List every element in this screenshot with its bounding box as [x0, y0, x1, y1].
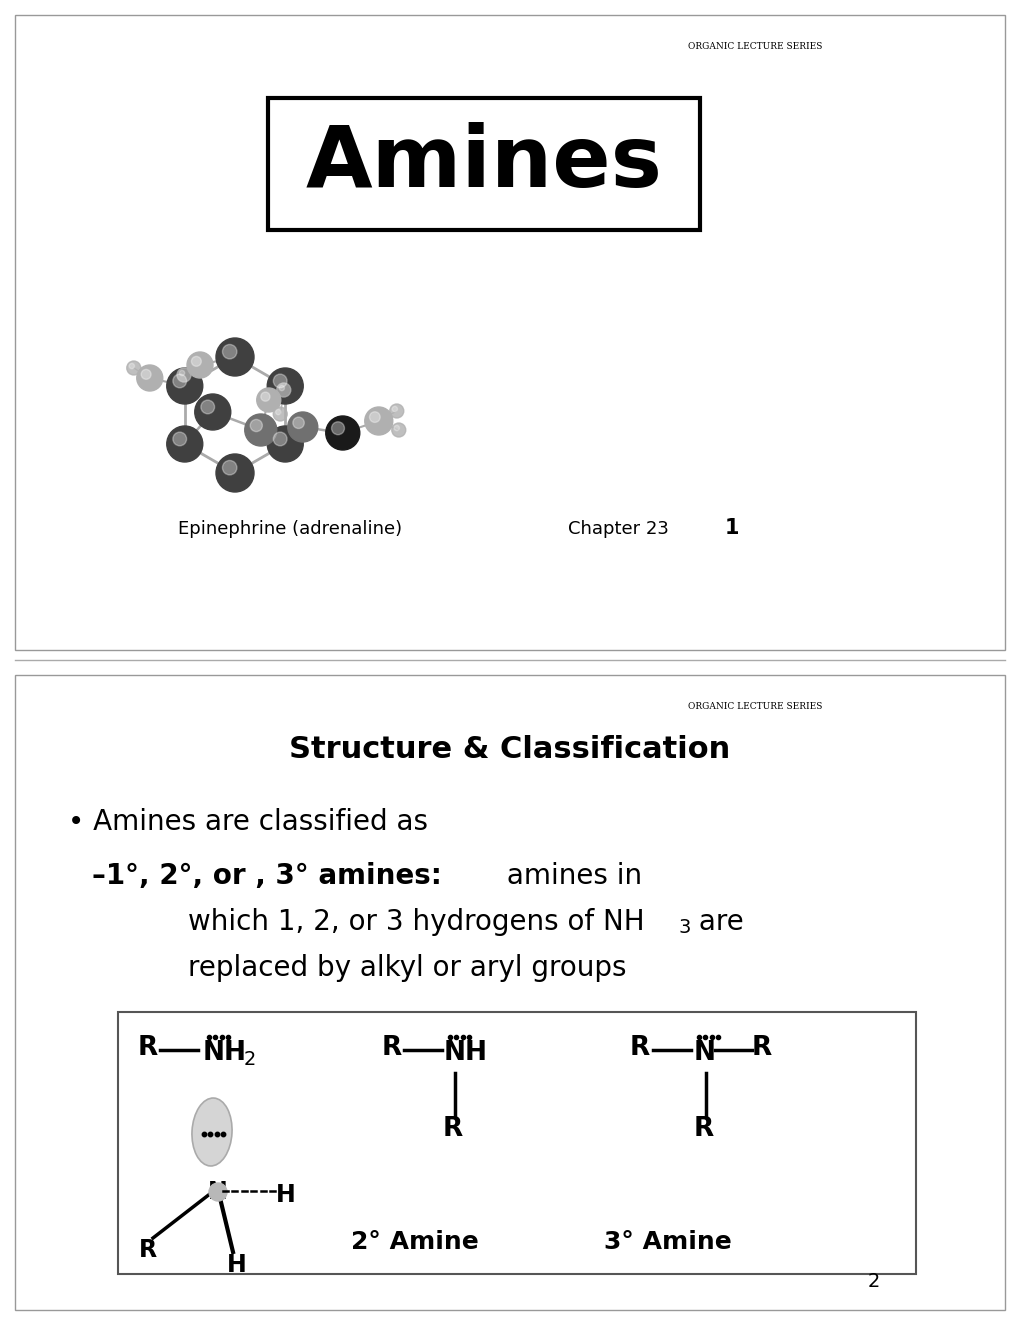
Circle shape — [273, 432, 286, 446]
Circle shape — [292, 417, 304, 429]
Circle shape — [389, 404, 404, 418]
Text: R: R — [693, 1115, 713, 1142]
Text: R: R — [630, 1035, 650, 1061]
Text: ORGANIC LECTURE SERIES: ORGANIC LECTURE SERIES — [688, 702, 821, 711]
Text: H: H — [227, 1253, 247, 1276]
Circle shape — [287, 412, 318, 442]
Text: –1°, 2°, or , 3° amines:: –1°, 2°, or , 3° amines: — [92, 862, 441, 890]
Ellipse shape — [192, 1098, 232, 1166]
Circle shape — [192, 356, 201, 367]
Circle shape — [222, 345, 236, 359]
Text: amines in: amines in — [497, 862, 642, 890]
Circle shape — [201, 400, 214, 413]
Text: R: R — [382, 1035, 401, 1061]
Text: 2: 2 — [244, 1049, 256, 1069]
Circle shape — [391, 407, 397, 412]
Text: Amines: Amines — [306, 123, 662, 206]
Circle shape — [216, 454, 254, 492]
Text: which 1, 2, or 3 hydrogens of NH: which 1, 2, or 3 hydrogens of NH — [187, 908, 644, 936]
Circle shape — [257, 388, 280, 412]
Circle shape — [129, 363, 135, 368]
Text: 3° Amine: 3° Amine — [603, 1230, 732, 1254]
Circle shape — [209, 1183, 227, 1201]
Circle shape — [331, 422, 344, 434]
Circle shape — [126, 360, 141, 375]
Circle shape — [279, 385, 284, 391]
Text: 3: 3 — [679, 917, 691, 937]
Circle shape — [195, 393, 230, 430]
Circle shape — [365, 407, 392, 436]
Circle shape — [261, 392, 270, 401]
Circle shape — [273, 407, 287, 421]
Circle shape — [167, 426, 203, 462]
Circle shape — [369, 412, 380, 422]
Text: H: H — [276, 1183, 296, 1206]
Circle shape — [179, 371, 184, 376]
Text: N: N — [208, 1180, 227, 1204]
Circle shape — [267, 368, 303, 404]
Circle shape — [267, 426, 303, 462]
Circle shape — [216, 338, 254, 376]
Circle shape — [173, 374, 186, 388]
Circle shape — [273, 374, 286, 388]
Text: NH: NH — [203, 1040, 247, 1067]
Circle shape — [177, 368, 191, 381]
Bar — [118, 1012, 915, 1274]
Text: Epinephrine (adrenaline): Epinephrine (adrenaline) — [178, 520, 401, 539]
Text: R: R — [751, 1035, 771, 1061]
Text: Structure & Classification: Structure & Classification — [289, 735, 730, 764]
Circle shape — [325, 416, 360, 450]
Circle shape — [167, 368, 203, 404]
Circle shape — [391, 422, 406, 437]
Text: 1: 1 — [725, 517, 739, 539]
Text: Chapter 23: Chapter 23 — [568, 520, 668, 539]
Text: replaced by alkyl or aryl groups: replaced by alkyl or aryl groups — [187, 954, 626, 982]
Circle shape — [393, 425, 399, 430]
Text: R: R — [138, 1035, 158, 1061]
Circle shape — [276, 383, 290, 397]
FancyBboxPatch shape — [268, 98, 699, 230]
Circle shape — [245, 414, 276, 446]
Circle shape — [250, 420, 262, 432]
Circle shape — [141, 370, 151, 379]
Text: • Amines are classified as: • Amines are classified as — [68, 808, 428, 836]
Text: R: R — [139, 1238, 157, 1262]
Circle shape — [275, 409, 280, 414]
Text: NH: NH — [443, 1040, 487, 1067]
Text: 2° Amine: 2° Amine — [351, 1230, 478, 1254]
Circle shape — [137, 366, 163, 391]
Text: 2: 2 — [867, 1272, 879, 1291]
Text: ORGANIC LECTURE SERIES: ORGANIC LECTURE SERIES — [688, 42, 821, 51]
Circle shape — [222, 461, 236, 475]
Circle shape — [186, 352, 213, 378]
Text: N: N — [693, 1040, 715, 1067]
Text: R: R — [442, 1115, 463, 1142]
Text: are: are — [689, 908, 743, 936]
Circle shape — [173, 432, 186, 446]
